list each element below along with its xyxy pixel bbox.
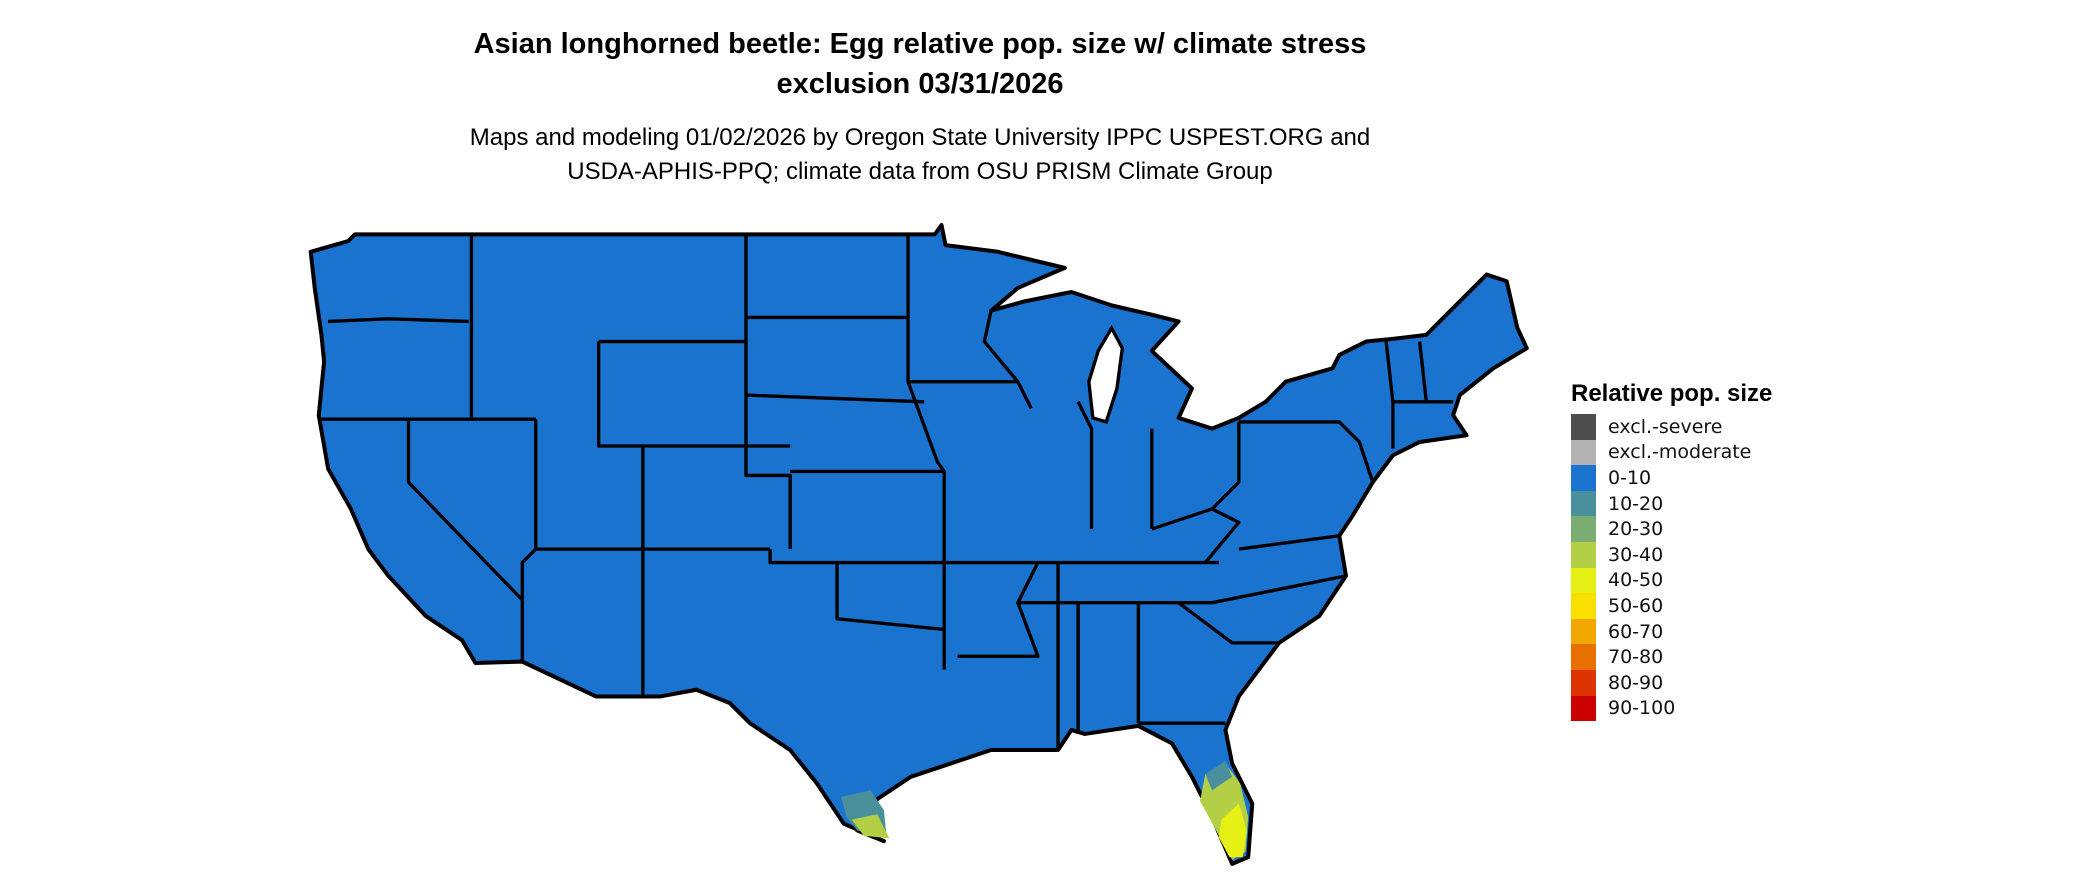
legend-label: 90-100 bbox=[1608, 697, 1676, 720]
legend-item: 60-70 bbox=[1571, 618, 1772, 645]
texas-hot-zone bbox=[851, 814, 890, 839]
legend-swatch bbox=[1571, 618, 1596, 645]
us-outline bbox=[308, 223, 1529, 866]
legend-swatch bbox=[1571, 490, 1596, 517]
legend-swatch bbox=[1571, 465, 1596, 491]
legend-item: 90-100 bbox=[1571, 695, 1772, 722]
legend-items: excl.-severe excl.-moderate 0-10 10-20 20-30… bbox=[1571, 414, 1772, 722]
florida-hot-zone bbox=[1218, 803, 1247, 858]
legend-swatch bbox=[1571, 516, 1596, 542]
legend-label: 0-10 bbox=[1608, 466, 1652, 489]
legend-item: 70-80 bbox=[1571, 644, 1772, 670]
legend-label: 70-80 bbox=[1608, 646, 1664, 669]
legend-item: 20-30 bbox=[1571, 516, 1772, 542]
florida-teal-zone bbox=[1205, 760, 1233, 791]
legend-label: 10-20 bbox=[1608, 492, 1664, 515]
map-title-line1: Asian longhorned beetle: Egg relative po… bbox=[473, 28, 1367, 60]
legend-swatch bbox=[1571, 695, 1596, 722]
legend-label: excl.-moderate bbox=[1608, 441, 1752, 464]
legend-label: 20-30 bbox=[1608, 518, 1664, 541]
legend-swatch bbox=[1571, 439, 1596, 466]
legend-swatch bbox=[1571, 414, 1596, 440]
legend-item: excl.-moderate bbox=[1571, 439, 1772, 466]
legend-item: 80-90 bbox=[1571, 669, 1772, 696]
legend-swatch bbox=[1571, 644, 1596, 670]
legend-item: 50-60 bbox=[1571, 593, 1772, 619]
legend-label: 40-50 bbox=[1608, 569, 1664, 592]
legend-label: 50-60 bbox=[1608, 594, 1664, 617]
legend-label: 30-40 bbox=[1608, 543, 1664, 566]
legend-item: 30-40 bbox=[1571, 541, 1772, 568]
map-title-line2: exclusion 03/31/2026 bbox=[776, 68, 1064, 100]
legend-item: 10-20 bbox=[1571, 490, 1772, 517]
legend-swatch bbox=[1571, 541, 1596, 568]
legend-item: excl.-severe bbox=[1571, 414, 1772, 440]
legend-swatch bbox=[1571, 669, 1596, 696]
legend-label: excl.-severe bbox=[1608, 415, 1723, 438]
legend-label: 60-70 bbox=[1608, 620, 1664, 643]
legend-item: 40-50 bbox=[1571, 567, 1772, 594]
legend-label: 80-90 bbox=[1608, 671, 1664, 694]
subtitle-line2: USDA-APHIS-PPQ; climate data from OSU PR… bbox=[567, 158, 1273, 185]
legend-item: 0-10 bbox=[1571, 465, 1772, 491]
legend-swatch bbox=[1571, 567, 1596, 594]
legend: Relative pop. size excl.-severe excl.-mod… bbox=[1571, 380, 1773, 722]
state-borders bbox=[318, 234, 1454, 751]
subtitle-line1: Maps and modeling 01/02/2026 by Oregon S… bbox=[469, 124, 1371, 151]
lake-michigan bbox=[1087, 324, 1125, 424]
legend-title: Relative pop. size bbox=[1571, 380, 1773, 407]
legend-swatch bbox=[1571, 593, 1596, 619]
